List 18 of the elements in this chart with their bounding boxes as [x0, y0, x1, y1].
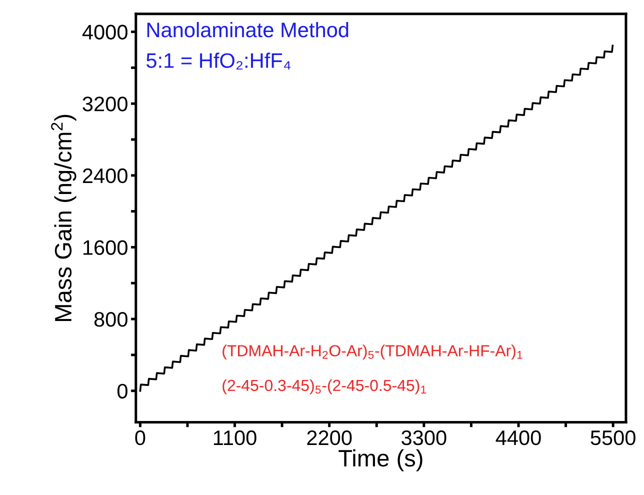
annotation: (2-45-0.3-45)$_{5}$-(2-45-0.5-45)$_{1}$ — [222, 379, 426, 394]
y-tick-label: 1600 — [83, 240, 128, 255]
y-tick-label: 4000 — [82, 24, 128, 40]
x-tick-label: 0 — [135, 430, 146, 446]
x-axis-title: Time (s) — [338, 449, 422, 472]
y-tick-label: 2400 — [82, 168, 128, 184]
chart-title: Nanolaminate Method — [147, 22, 348, 38]
text: 5:1 = HfO₂:HfF₄ — [146, 52, 291, 70]
y-axis-title: Mass Gain (ng/cm$^{2}$) — [51, 114, 76, 321]
x-tick-label: 5500 — [590, 430, 636, 446]
x-tick-label: 2200 — [307, 430, 352, 446]
x-tick-label: 3300 — [402, 430, 446, 446]
y-tick-label: 0 — [117, 384, 128, 399]
x-tick-label: 4400 — [496, 430, 541, 446]
y-tick-label: 800 — [94, 312, 128, 327]
x-tick-label: 1100 — [214, 430, 256, 446]
annotation: (TDMAH-Ar-H$_{2}$O-Ar)$_{5}$-(TDMAH-Ar-HF-Ar)$_{1}$ — [222, 344, 522, 360]
y-tick-label: 3200 — [82, 96, 128, 112]
